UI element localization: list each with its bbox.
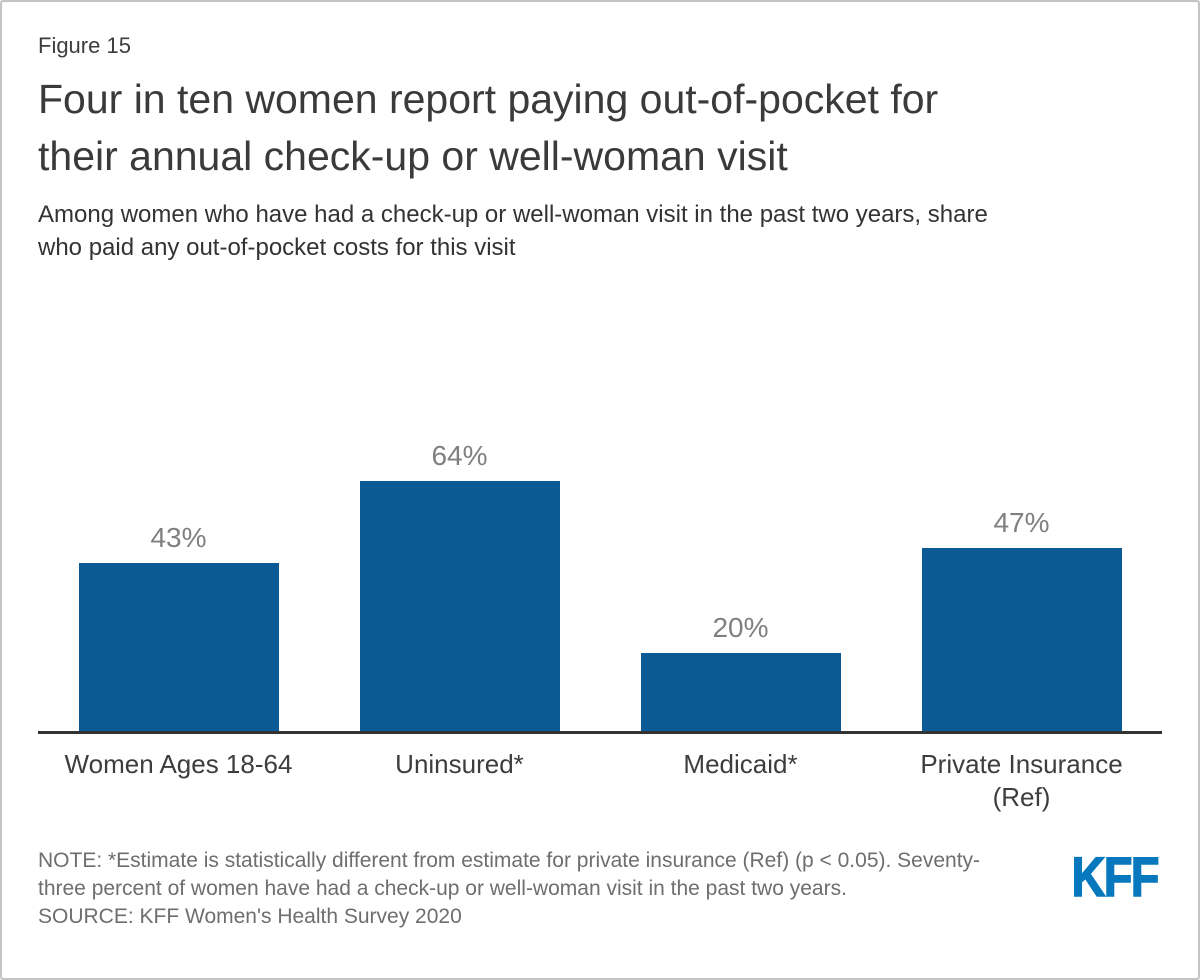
note-line-1: NOTE: *Estimate is statistically differe…: [38, 849, 981, 872]
category-row: Women Ages 18-64 Uninsured* Medicaid* Priva…: [38, 748, 1162, 814]
category-label: Private Insurance (Ref): [920, 749, 1123, 812]
value-label: 64%: [431, 440, 488, 471]
plot-area: 43% 64% 20% 47%: [38, 264, 1162, 734]
kff-logo: KFF: [1071, 845, 1160, 908]
chart-subtitle-line-1: Among women who have had a check-up or w…: [38, 201, 988, 228]
source-line: SOURCE: KFF Women's Health Survey 2020: [38, 905, 462, 928]
chart-title-line-1: Four in ten women report paying out-of-p…: [38, 76, 939, 122]
note-line-2: three percent of women have had a check-…: [38, 877, 847, 900]
bar-slot: 47%: [881, 507, 1162, 731]
bar: [359, 481, 560, 731]
bar-slot: 64%: [319, 440, 600, 731]
bar: [640, 653, 841, 731]
value-label: 47%: [993, 507, 1050, 538]
figure-content: Figure 15 Four in ten women report payin…: [2, 2, 1198, 814]
value-label: 43%: [150, 522, 207, 553]
bar-slot: 43%: [38, 522, 319, 731]
category-label: Medicaid*: [683, 749, 798, 779]
chart-subtitle-line-2: who paid any out-of-pocket costs for thi…: [38, 234, 516, 261]
bar: [78, 563, 279, 731]
figure-number-label: Figure 15: [38, 33, 131, 58]
category-label: Women Ages 18-64: [64, 749, 293, 779]
footer-notes: NOTE: *Estimate is statistically differe…: [38, 847, 1048, 931]
category-label: Uninsured*: [395, 749, 524, 779]
chart-subtitle: Among women who have had a check-up or w…: [38, 198, 1162, 264]
chart-title: Four in ten women report paying out-of-p…: [38, 71, 1162, 185]
value-label: 20%: [712, 612, 769, 643]
footer: NOTE: *Estimate is statistically differe…: [38, 847, 1162, 931]
bar-slot: 20%: [600, 612, 881, 731]
chart-title-line-2: their annual check-up or well-woman visi…: [38, 133, 788, 179]
bar: [921, 548, 1122, 731]
